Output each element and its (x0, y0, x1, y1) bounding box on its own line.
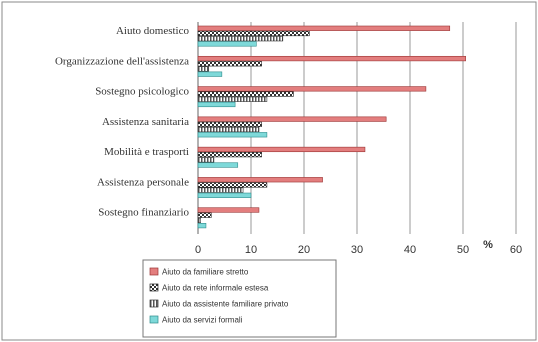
legend-label: Aiuto da assistente familiare privato (162, 300, 289, 309)
bars (197, 25, 466, 229)
category-label: Mobilità e trasporti (104, 146, 189, 158)
bar-2 (197, 152, 262, 158)
bar-4 (197, 223, 207, 229)
category-label: Assistenza sanitaria (102, 116, 189, 128)
category-label: Organizzazione dell'assistenza (55, 55, 189, 67)
bar-1 (197, 207, 260, 213)
bar-4 (197, 101, 236, 108)
bar-2 (197, 182, 268, 188)
category-labels: Aiuto domestico Organizzazione dell'assis… (55, 25, 190, 219)
bar-2 (197, 121, 262, 127)
bar-4 (197, 162, 239, 168)
legend-label: Aiuto da familiare stretto (162, 268, 249, 277)
bar-1 (197, 116, 387, 122)
legend-swatch (149, 283, 159, 292)
bar-1 (197, 25, 451, 31)
x-tick-labels: 0 10 20 30 40 50 60 (195, 244, 522, 256)
x-tick-label: 60 (510, 244, 522, 256)
bar-1 (197, 177, 323, 183)
legend-label: Aiuto da servizi formali (162, 316, 243, 325)
legend-swatch (149, 315, 159, 324)
bar-3 (197, 157, 215, 163)
x-tick-label: 10 (245, 244, 257, 256)
bar-3 (197, 66, 209, 72)
category-label: Sostegno psicologico (95, 86, 189, 98)
bar-4 (197, 41, 257, 47)
category-label: Assistenza personale (97, 176, 189, 188)
category-label: Sostegno finanziario (98, 207, 189, 219)
x-tick-label: 50 (457, 244, 469, 256)
category-label: Aiuto domestico (116, 25, 190, 37)
bar-2 (197, 61, 262, 67)
x-tick-label: 20 (298, 244, 310, 256)
bar-2 (197, 91, 294, 97)
bar-1 (197, 86, 427, 92)
legend: Aiuto da familiare stretto Aiuto da rete … (142, 259, 337, 338)
bar-4 (197, 132, 268, 138)
bar-3 (197, 36, 284, 42)
bar-4 (197, 192, 252, 198)
bar-3 (197, 126, 260, 133)
bar-3 (197, 187, 244, 193)
legend-box (142, 259, 337, 338)
bar-2 (197, 30, 310, 37)
legend-swatch (149, 267, 159, 276)
bar-1 (197, 55, 466, 62)
legend-swatch (149, 299, 159, 308)
bar-3 (197, 96, 268, 102)
bar-3 (197, 217, 201, 224)
x-tick-label: 40 (404, 244, 416, 256)
bar-2 (197, 212, 212, 218)
bar-1 (197, 146, 366, 153)
legend-label: Aiuto da rete informale estesa (162, 284, 269, 293)
x-unit-label: % (483, 239, 493, 251)
x-tick-label: 0 (195, 244, 201, 256)
bar-4 (197, 71, 223, 77)
x-tick-label: 30 (351, 244, 363, 256)
